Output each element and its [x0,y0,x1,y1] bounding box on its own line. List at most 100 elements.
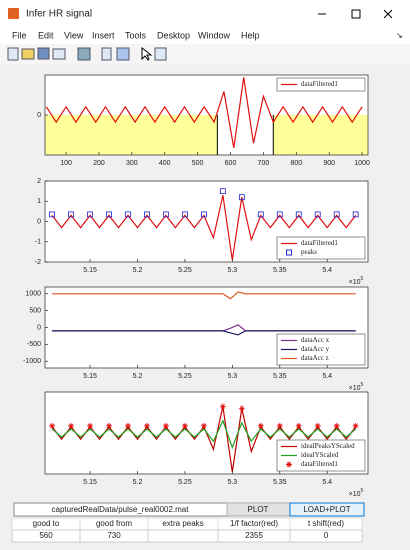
load-plot-button[interactable] [289,502,365,517]
data-layer [45,77,368,155]
x-tick-label: 1000 [354,160,370,167]
star-marker [87,422,94,429]
peak-marker [163,211,169,218]
x-tick-label: 700 [258,160,270,167]
x-tick-label: 500 [192,160,204,167]
y-tick-label: 0 [37,112,41,119]
y-tick-label: 1000 [25,291,41,298]
peak-marker [295,211,302,218]
x-tick-label: 5.4 [322,479,332,486]
multiplier-power: 5 [361,276,364,282]
plot-button-label: PLOT [248,505,269,514]
menu-item[interactable]: Window [198,30,231,40]
peak-marker [144,211,150,218]
x-tick-label: 5.3 [227,373,237,380]
tool-inspector[interactable] [154,47,167,61]
x-tick-label: 5.4 [322,267,332,274]
x-tick-label: 600 [225,160,237,167]
tool-open[interactable] [21,48,35,60]
app-icon [8,8,19,19]
star-marker [238,405,245,412]
x-tick-label: 400 [159,160,171,167]
tool-link[interactable] [77,47,91,61]
menu-item[interactable]: Help [241,30,260,40]
x-tick-label: 5.25 [178,267,192,274]
y-tick-label: -500 [27,341,41,348]
tool-colorbar[interactable] [101,47,112,61]
good-region [45,115,218,155]
y-tick-label: -1 [35,239,41,246]
x-tick-label: 100 [60,160,72,167]
star-marker [200,422,207,429]
peak-marker [87,211,93,218]
peak-marker [314,211,321,218]
tool-print[interactable] [52,48,66,60]
x-tick-label: 5.35 [273,479,287,486]
menu-item[interactable]: File [12,30,27,40]
x-tick-label: 5.15 [83,479,97,486]
axes: 5.15 5.2 5.25 5.3 5.35 5.4 ×105 idealPeaksYScal… [44,391,369,498]
peak-marker [68,211,74,218]
tool-legend[interactable] [116,47,130,61]
legend-label: dataAcc x [301,336,330,344]
x-tick-label: 5.2 [133,267,143,274]
legend-label: dataFiltered1 [301,80,338,88]
star-marker [352,422,359,429]
legend-label: idealPeaksYScaled [301,442,355,450]
y-tick-label: 500 [29,307,41,314]
peak-marker [219,188,226,195]
star-marker [162,422,169,429]
star-marker [68,422,75,429]
x-tick-label: 5.3 [227,267,237,274]
menu-item[interactable]: Edit [38,30,54,40]
series-line [52,330,356,336]
legend-swatch [286,461,292,468]
plots: 100 200 300 400 500 600 700 800 900 10000dataFilt… [23,74,370,498]
header-label: t shift(red) [308,519,344,528]
menu-item[interactable]: View [64,30,84,40]
peak-marker [333,211,340,218]
data-layer [49,403,359,472]
star-marker [49,422,56,429]
star-marker [295,422,302,429]
table-cell[interactable] [289,529,363,543]
x-tick-label: 5.2 [133,479,143,486]
menu-item[interactable]: Insert [92,30,115,40]
star-marker [257,422,264,429]
x-tick-label: 5.2 [133,373,143,380]
legend: dataFiltered1 [276,77,366,92]
star-marker [106,422,113,429]
star-marker [276,422,283,429]
star-marker [125,422,132,429]
x-multiplier: ×105 [349,276,364,286]
data-layer [49,188,359,261]
close[interactable] [383,9,393,19]
x-tick-label: 5.15 [83,373,97,380]
series-line [51,195,357,261]
peak-marker [125,211,131,218]
x-tick-label: 5.15 [83,267,97,274]
legend-label: dataFiltered1 [301,239,338,247]
y-tick-label: 1 [37,198,41,205]
x-tick-label: 5.35 [273,373,287,380]
header-label: good from [96,519,132,528]
menu-bar: File Edit View Insert Tools Desktop Window Help [12,30,260,40]
legend-swatch [286,249,292,256]
table-cell[interactable] [147,529,219,543]
tool-new[interactable] [7,47,19,61]
axes-box [44,391,369,475]
maximize[interactable] [351,9,361,19]
legend-label: dataAcc y [301,345,330,353]
peak-marker [276,211,283,218]
legend-box [276,236,366,260]
peak-marker [106,211,112,218]
menu-item[interactable]: Desktop [157,30,190,40]
header-label: 1/f factor(red) [230,519,278,528]
tool-save[interactable] [37,47,50,60]
tool-pointer[interactable] [141,46,153,61]
dock-arrow[interactable]: ↘ [396,31,403,40]
menu-item[interactable]: Tools [125,30,147,40]
multiplier-power: 5 [361,382,364,388]
